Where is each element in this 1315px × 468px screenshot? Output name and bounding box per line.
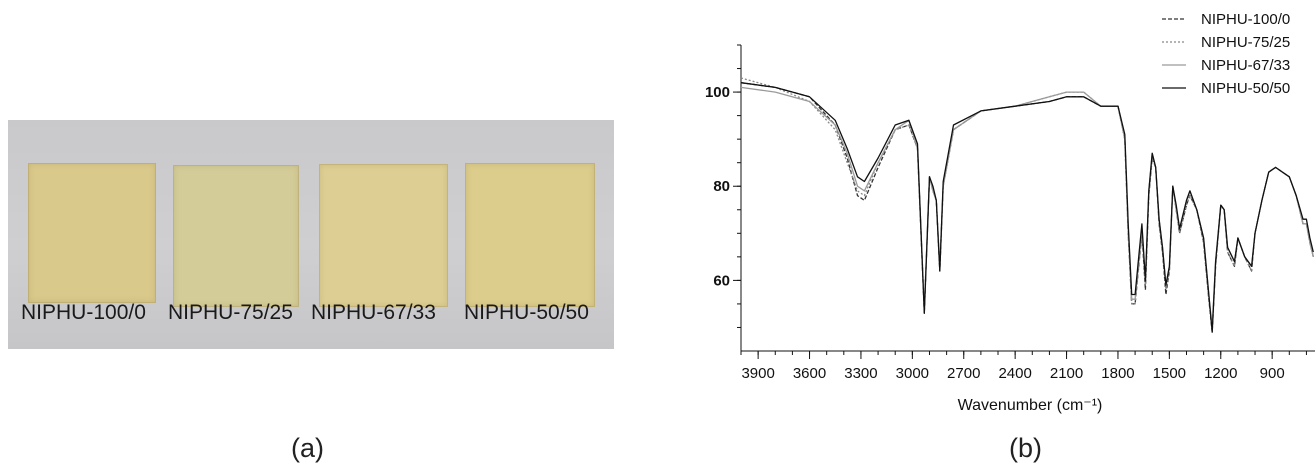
film-sample-3	[319, 164, 448, 307]
x-tick-label: 1800	[1101, 365, 1134, 382]
x-axis-label: Wavenumber (cm⁻¹)	[958, 397, 1103, 414]
film-sample-2	[173, 165, 299, 307]
x-tick-label: 1500	[1153, 365, 1186, 382]
x-tick-label: 2100	[1050, 365, 1083, 382]
y-tick-label: 60	[713, 272, 730, 289]
caption-a: (a)	[291, 433, 324, 463]
x-tick-label: 3900	[741, 365, 774, 382]
sample-label-1: NIPHU-100/0	[21, 301, 146, 324]
series-line-4	[740, 82, 1314, 333]
legend-label-4: NIPHU-50/50	[1201, 80, 1290, 97]
film-sample-4	[465, 163, 595, 307]
sample-label-2: NIPHU-75/25	[168, 301, 293, 324]
sample-photo: NIPHU-100/0 NIPHU-75/25 NIPHU-67/33 NIPH…	[8, 120, 614, 349]
x-tick-label: 2700	[947, 365, 980, 382]
x-tick-label: 3000	[896, 365, 929, 382]
x-tick-label: 3600	[793, 365, 826, 382]
legend-label-3: NIPHU-67/33	[1201, 57, 1290, 74]
chart-legend: NIPHU-100/0 NIPHU-75/25 NIPHU-67/33 NIPHU-5…	[1162, 11, 1290, 97]
y-tick-label: 80	[713, 178, 730, 195]
x-tick-label: 3300	[844, 365, 877, 382]
chart-axes: 3900 3600 3300 3000 2700 2400 2100 1800 1500 1200…	[705, 44, 1315, 382]
x-tick-label: 900	[1260, 365, 1285, 382]
series-layer	[740, 77, 1314, 333]
sample-label-4: NIPHU-50/50	[464, 301, 589, 324]
legend-label-1: NIPHU-100/0	[1201, 11, 1290, 28]
caption-b: (b)	[1009, 433, 1042, 463]
series-line-1	[740, 82, 1314, 333]
legend-label-2: NIPHU-75/25	[1201, 34, 1290, 51]
x-tick-label: 2400	[998, 365, 1031, 382]
series-line-3	[740, 86, 1314, 329]
x-tick-label: 1200	[1204, 365, 1237, 382]
series-line-2	[740, 77, 1314, 329]
film-sample-1	[28, 163, 156, 303]
y-tick-label: 100	[705, 84, 730, 101]
sample-label-3: NIPHU-67/33	[311, 301, 436, 324]
